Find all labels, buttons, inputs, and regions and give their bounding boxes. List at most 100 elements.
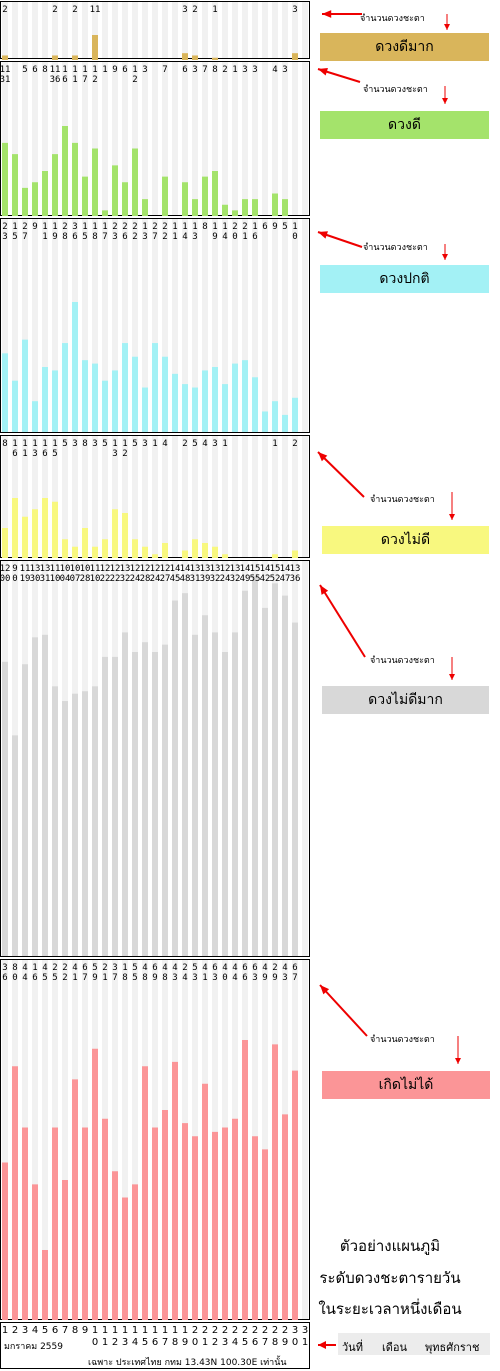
data-label: 3 (212, 439, 217, 449)
bar-เกิดไม่ได้-17 (162, 1110, 168, 1320)
column-band (22, 61, 28, 216)
data-label: 0 (232, 232, 237, 242)
data-label: 2 (182, 439, 187, 449)
bar-ดวงดีมาก-10 (92, 35, 98, 60)
month-button[interactable]: เดือน (382, 1341, 408, 1354)
day-tick: 1 (152, 1325, 158, 1336)
data-label: 31 (190, 574, 201, 584)
data-label: 6 (292, 963, 297, 973)
data-label: 1 (12, 439, 17, 449)
down-arrow-head (442, 254, 448, 260)
bar-เกิดไม่ได้-15 (142, 1066, 148, 1320)
column-band (172, 61, 178, 216)
column-band (282, 218, 288, 433)
legend-cannot-happen: เกิดไม่ได้ (322, 1071, 490, 1099)
bar-ดวงไม่ดีมาก-7 (62, 701, 68, 956)
data-label: 1 (92, 65, 97, 75)
bar-เกิดไม่ได้-18 (172, 1061, 178, 1320)
data-label: 2 (62, 963, 67, 973)
arrow-head (318, 231, 328, 239)
data-label: 1 (42, 439, 47, 449)
data-label: 3 (282, 65, 287, 75)
column-band (272, 61, 278, 216)
data-label: 1 (122, 963, 127, 973)
column-band (32, 435, 38, 558)
down-arrow-head (444, 24, 450, 30)
column-band (232, 1, 238, 59)
bar-ดวงไม่ดี-2 (12, 498, 18, 558)
column-band (262, 1, 268, 59)
day-tick: 4 (32, 1325, 38, 1336)
data-label: 4 (162, 963, 167, 973)
data-label: 31 (0, 75, 10, 85)
down-arrow-head (442, 98, 448, 104)
column-band (302, 959, 308, 1320)
data-label: 6 (42, 449, 47, 459)
column-band (122, 61, 128, 216)
data-label: 4 (172, 963, 177, 973)
column-band (182, 435, 188, 558)
bar-ดวงไม่ดีมาก-22 (212, 632, 218, 956)
data-label: 6 (122, 65, 127, 75)
data-label: 12 (110, 564, 121, 574)
day-tick: 1 (132, 1325, 138, 1336)
day-tick: 2 (282, 1325, 288, 1336)
data-label: 5 (132, 963, 137, 973)
data-label: 1 (22, 439, 27, 449)
legend-very-bad: ดวงไม่ดีมาก (322, 686, 489, 714)
column-band (202, 435, 208, 558)
data-label: 1 (102, 65, 107, 75)
data-label: 5 (52, 973, 57, 983)
data-label: 1 (192, 222, 197, 232)
bar-เกิดไม่ได้-28 (272, 1044, 278, 1320)
data-label: 1 (32, 963, 37, 973)
data-label: 5 (102, 439, 107, 449)
column-band (262, 218, 268, 433)
era-button[interactable]: พุทธศักราช (425, 1341, 480, 1354)
column-band (102, 61, 108, 216)
data-label: 3 (2, 963, 7, 973)
data-label: 8 (12, 963, 17, 973)
data-label: 7 (292, 973, 297, 983)
column-band (2, 61, 8, 216)
footer-month: มกราคม 2559 (4, 1342, 63, 1352)
bar-ดวงปกติ-11 (102, 380, 108, 432)
bar-ดวงดี-28 (272, 193, 278, 216)
data-label: 3 (192, 232, 197, 242)
data-label: 13 (40, 564, 51, 574)
bar-ดวงดี-7 (62, 126, 68, 216)
day-tick: 1 (182, 1325, 188, 1336)
data-label: 36 (50, 75, 61, 85)
data-label: 6 (262, 222, 267, 232)
bar-ดวงไม่ดี-17 (162, 543, 168, 558)
data-label: 2 (232, 222, 237, 232)
legend-good: ดวงดี (320, 111, 489, 139)
bar-เกิดไม่ได้-12 (112, 1171, 118, 1320)
column-band (232, 435, 238, 558)
bar-ดวงปกติ-18 (172, 373, 178, 432)
data-label: 32 (120, 574, 131, 584)
column-band (192, 435, 198, 558)
column-band (32, 61, 38, 216)
day-button[interactable]: วันที่ (342, 1341, 363, 1354)
panel-frame (0, 560, 310, 957)
column-band (192, 218, 198, 433)
data-label: 2 (222, 65, 227, 75)
column-band (12, 61, 18, 216)
data-label: 49 (240, 574, 251, 584)
column-band (112, 218, 118, 433)
arrow-head (322, 10, 332, 18)
day-tick: 2 (12, 1325, 18, 1336)
column-band (152, 218, 158, 433)
arrow-head (318, 68, 328, 76)
column-band (292, 218, 298, 433)
data-label: 4 (222, 232, 227, 242)
data-label: 3 (112, 232, 117, 242)
data-label: 04 (60, 574, 71, 584)
data-label: 10 (60, 564, 71, 574)
column-band (62, 435, 68, 558)
column-band (112, 1, 118, 59)
column-band (252, 1, 258, 59)
data-label: 1 (42, 222, 47, 232)
data-label: 1 (32, 439, 37, 449)
